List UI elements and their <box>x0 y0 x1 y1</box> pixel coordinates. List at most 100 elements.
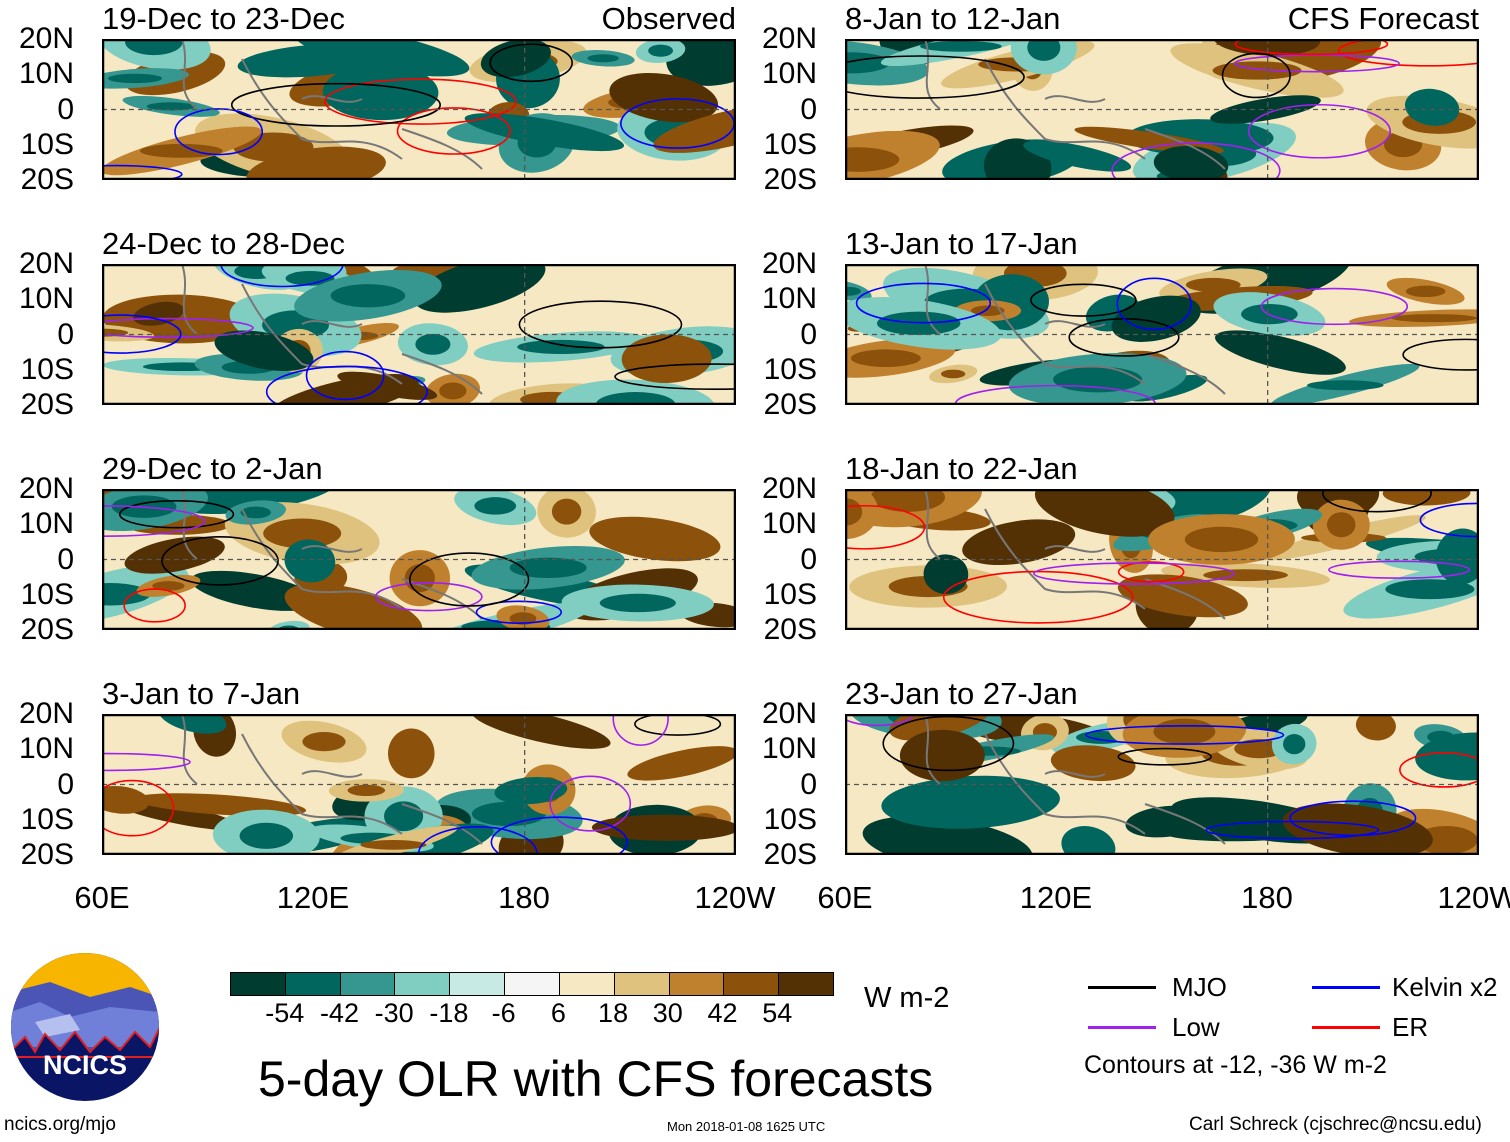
panel-title: 18-Jan to 22-Jan <box>845 451 1078 486</box>
map-frame <box>102 714 736 855</box>
lat-tick-label: 10N <box>761 57 817 91</box>
low-contour <box>1328 560 1471 579</box>
dry-anomaly-core <box>940 369 966 379</box>
wet-anomaly-core <box>125 39 183 56</box>
footer-url[interactable]: ncics.org/mjo <box>4 1114 116 1135</box>
map-frame <box>102 489 736 630</box>
dry-anomaly <box>653 104 736 153</box>
dry-anomaly-core <box>139 143 223 158</box>
lon-tick-label: 180 <box>1241 880 1293 915</box>
dry-anomaly-core <box>1391 314 1477 323</box>
dry-anomaly <box>124 536 225 574</box>
wet-anomaly-core <box>587 54 619 63</box>
wet-anomaly-core <box>1307 380 1384 391</box>
dry-anomaly <box>899 729 985 782</box>
kelvin-contour <box>475 600 563 624</box>
er-contour <box>1337 39 1479 67</box>
map-frame <box>845 264 1479 405</box>
dry-anomaly <box>591 814 736 841</box>
low-contour <box>102 317 254 339</box>
wet-anomaly-core <box>517 339 605 354</box>
wet-anomaly <box>1160 489 1273 523</box>
wet-anomaly <box>1435 528 1479 585</box>
dry-anomaly <box>102 785 150 814</box>
kelvin-contour <box>305 350 385 401</box>
dry-anomaly-core <box>850 349 921 368</box>
mjo-contour <box>118 500 235 529</box>
colorbar-tick-label: -30 <box>374 998 414 1028</box>
wet-anomaly-core <box>1027 39 1061 61</box>
olr-map-panel <box>845 39 1479 180</box>
mjo-contour <box>1221 52 1291 99</box>
wet-anomaly <box>1061 826 1116 855</box>
dry-anomaly-core <box>1212 61 1302 80</box>
legend-line-er <box>1312 1026 1380 1029</box>
mjo-contour <box>518 300 683 349</box>
dry-anomaly <box>284 583 423 630</box>
coastline <box>924 714 1226 845</box>
low-contour <box>1247 103 1391 159</box>
kelvin-contour <box>265 365 428 405</box>
wet-anomaly <box>494 777 568 805</box>
mjo-contour <box>845 55 1025 99</box>
wet-anomaly-core <box>146 102 196 111</box>
lat-tick-label: 10S <box>20 127 74 161</box>
dry-anomaly <box>1282 803 1433 855</box>
colorbar-tick-label: 18 <box>598 998 629 1028</box>
lat-tick-label: 10N <box>761 507 817 541</box>
colorbar-tick-label: 54 <box>762 998 793 1028</box>
colorbar-bin <box>340 973 396 995</box>
map-frame <box>102 264 736 405</box>
dry-anomaly-core <box>302 731 346 752</box>
lon-tick-label: 120W <box>694 880 776 915</box>
dry-anomaly-core <box>152 581 185 591</box>
kelvin-contour <box>490 816 629 855</box>
wet-anomaly-core <box>107 73 163 84</box>
wet-anomaly-core <box>240 506 271 519</box>
lon-tick-label: 120E <box>276 880 350 915</box>
mjo-contour <box>1030 283 1137 317</box>
dry-anomaly-core <box>551 498 582 525</box>
lat-tick-label: 10S <box>763 577 817 611</box>
lon-tick-label: 120W <box>1437 880 1510 915</box>
colorbar-units: W m-2 <box>864 982 950 1014</box>
logo-text: NCICS <box>42 1050 127 1080</box>
lat-tick-label: 20N <box>18 472 74 505</box>
chart-title: 5-day OLR with CFS forecasts <box>258 1051 934 1107</box>
dry-anomaly-core <box>1326 512 1356 538</box>
mjo-contour <box>634 714 722 736</box>
lat-tick-label: 10S <box>20 352 74 386</box>
colorbar-bin <box>669 973 725 995</box>
dry-anomaly-core <box>1234 739 1284 759</box>
lat-tick-label: 10N <box>761 732 817 766</box>
lat-tick-label: 10N <box>18 57 74 91</box>
legend-line-kelvin <box>1312 986 1380 989</box>
wet-anomaly-core <box>509 557 587 578</box>
kelvin-contour <box>855 282 992 324</box>
lat-tick-label: 20S <box>763 163 817 196</box>
dry-anomaly <box>1382 489 1471 506</box>
panel-title: 19-Dec to 23-Dec <box>102 1 345 36</box>
dry-anomaly <box>889 714 993 741</box>
dry-anomaly <box>337 371 438 400</box>
wet-anomaly <box>881 775 1060 829</box>
er-contour <box>123 588 186 623</box>
lat-tick-label: 10S <box>763 127 817 161</box>
olr-map-panel <box>102 489 736 630</box>
dry-anomaly <box>133 301 185 326</box>
map-frame <box>845 39 1479 180</box>
panel-title: 13-Jan to 17-Jan <box>845 226 1078 261</box>
lat-tick-label: 0 <box>57 317 74 351</box>
panel-title: 8-Jan to 12-Jan <box>845 1 1061 36</box>
panel-type-label: Observed <box>601 1 736 36</box>
lon-tick-label: 180 <box>498 880 550 915</box>
dry-anomaly-core <box>1153 718 1216 745</box>
lat-tick-label: 10S <box>763 352 817 386</box>
lat-tick-label: 20N <box>18 247 74 280</box>
dry-anomaly <box>1050 745 1136 782</box>
wet-anomaly-core <box>599 593 676 613</box>
dry-anomaly <box>589 516 721 562</box>
lon-tick-label: 60E <box>817 880 873 915</box>
colorbar-tick-label: 30 <box>652 998 683 1028</box>
mjo-contour <box>409 552 530 607</box>
